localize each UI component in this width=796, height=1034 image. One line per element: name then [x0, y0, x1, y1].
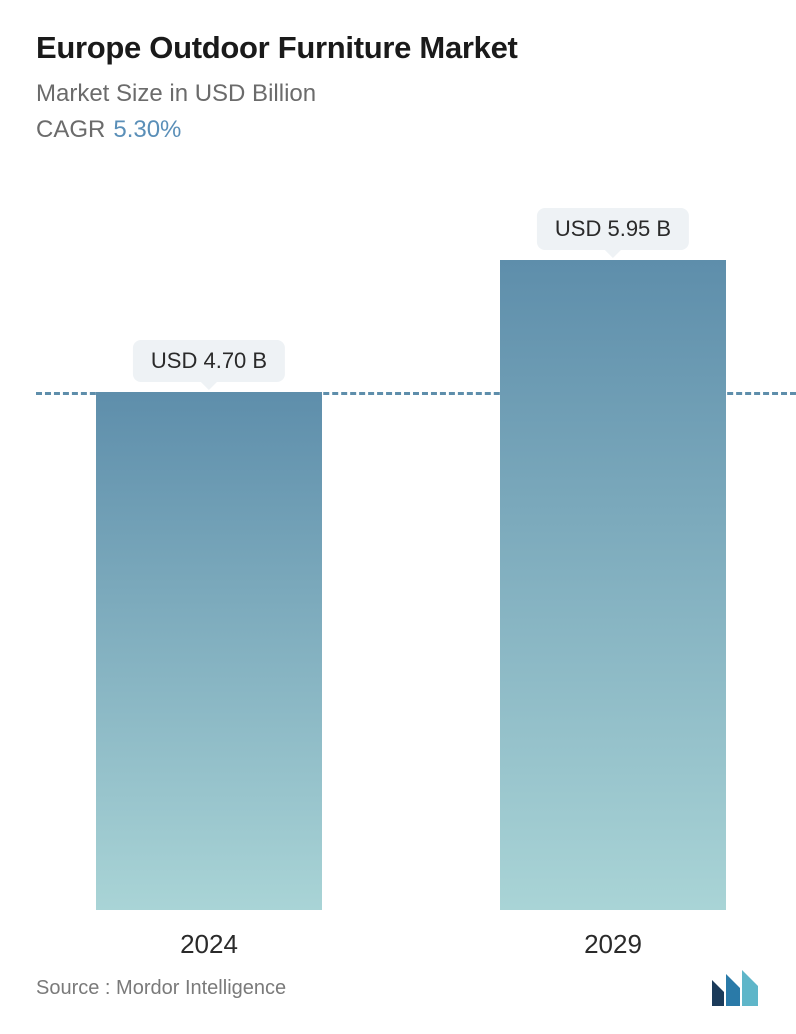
chart-area: USD 4.70 B USD 5.95 B 2024 2029 [36, 260, 796, 910]
source-text: Source : Mordor Intelligence [36, 977, 286, 1000]
x-label-2029: 2029 [500, 929, 726, 960]
cagr-label: CAGR [36, 116, 105, 143]
bar-2024: USD 4.70 B [96, 392, 322, 910]
bar-2029: USD 5.95 B [500, 260, 726, 910]
cagr-value: 5.30% [113, 116, 181, 143]
x-axis-labels: 2024 2029 [96, 929, 726, 960]
chart-title: Europe Outdoor Furniture Market [36, 30, 760, 66]
value-label-2029: USD 5.95 B [537, 208, 689, 250]
mordor-logo-icon [710, 970, 760, 1006]
chart-footer: Source : Mordor Intelligence [36, 970, 760, 1006]
bar-group-2024: USD 4.70 B [96, 392, 322, 910]
value-label-2024: USD 4.70 B [133, 340, 285, 382]
bar-group-2029: USD 5.95 B [500, 260, 726, 910]
chart-container: Europe Outdoor Furniture Market Market S… [0, 0, 796, 1034]
bar-fill-2024 [96, 392, 322, 910]
x-label-2024: 2024 [96, 929, 322, 960]
cagr-line: CAGR 5.30% [36, 116, 760, 144]
chart-subtitle: Market Size in USD Billion [36, 80, 760, 108]
bar-fill-2029 [500, 260, 726, 910]
bars-group: USD 4.70 B USD 5.95 B [96, 260, 726, 910]
